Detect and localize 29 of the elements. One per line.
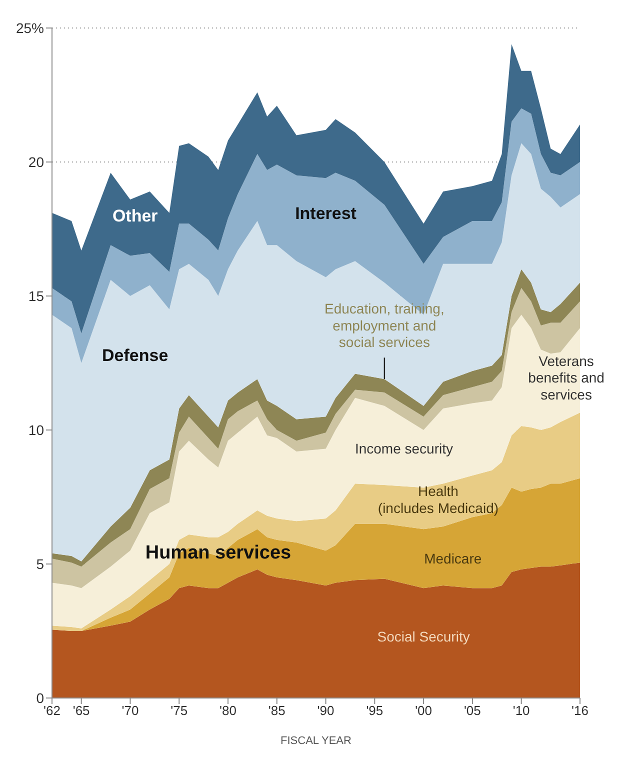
text: Education, training, employment and social services — [324, 300, 444, 350]
series-label: Other — [112, 206, 158, 226]
annotation: Human services — [145, 542, 292, 564]
series-label: Interest — [295, 204, 357, 223]
series-label: Medicare — [424, 550, 482, 567]
series-label: Veterans benefits and services — [528, 352, 604, 402]
x-tick-label: '95 — [366, 703, 384, 718]
y-tick-label: 15 — [28, 288, 44, 304]
x-axis-title: FISCAL YEAR — [280, 735, 352, 747]
x-tick-label: '90 — [317, 703, 334, 718]
series-label: Income security — [354, 440, 454, 457]
x-tick-label: '05 — [464, 703, 481, 718]
x-tick-label: '00 — [415, 703, 432, 718]
x-tick-label: '80 — [220, 703, 236, 718]
series-label: Defense — [102, 346, 168, 365]
y-tick-label: 0 — [36, 690, 44, 706]
x-tick-label: '16 — [572, 703, 588, 718]
x-tick-label: '65 — [72, 703, 90, 718]
y-tick-label: 10 — [28, 422, 44, 438]
series-label: Health (includes Medicaid) — [378, 483, 499, 516]
series-label: Social Security — [377, 628, 470, 644]
x-tick-label: '75 — [170, 703, 188, 718]
x-tick-label: '62 — [44, 703, 60, 718]
x-tick-label: '10 — [512, 703, 530, 718]
y-tick-label: 5 — [36, 556, 44, 572]
x-tick-label: '85 — [268, 703, 286, 718]
x-tick-label: '70 — [122, 703, 139, 718]
y-tick-label: 20 — [28, 154, 44, 170]
y-tick-label: 25% — [16, 20, 44, 36]
